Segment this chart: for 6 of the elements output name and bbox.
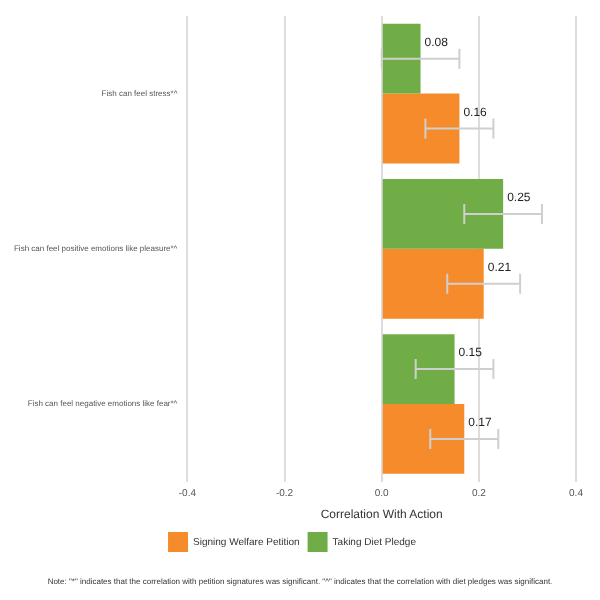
- bar: [382, 23, 421, 94]
- bar: [382, 248, 484, 319]
- bar: [382, 404, 465, 474]
- bar: [382, 334, 455, 404]
- bar: [382, 93, 460, 164]
- bar: [382, 178, 504, 249]
